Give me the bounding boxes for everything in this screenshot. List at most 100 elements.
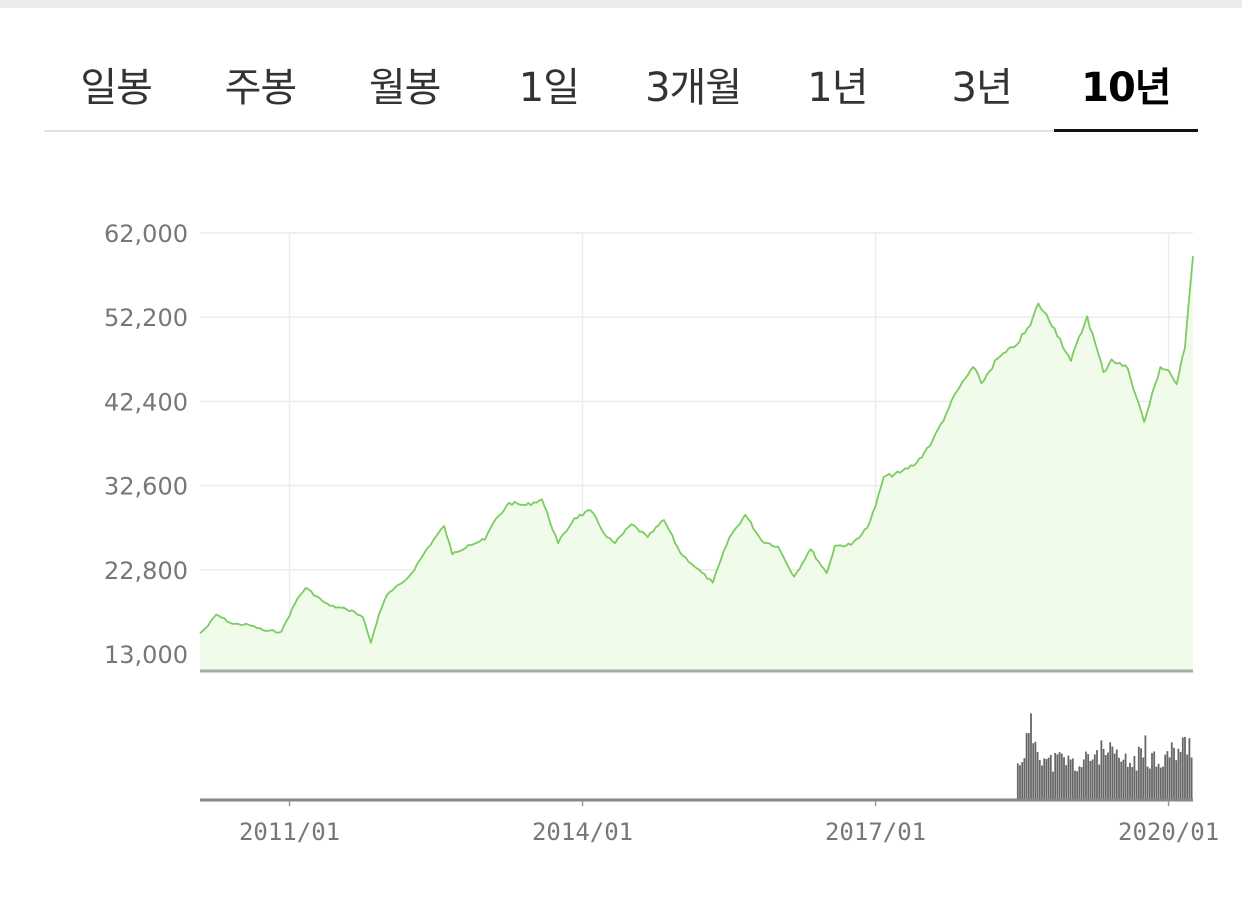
volume-bar — [1085, 751, 1087, 800]
volume-bar — [1155, 766, 1158, 800]
y-tick-label: 13,000 — [104, 641, 188, 669]
y-tick-label: 62,000 — [104, 220, 188, 248]
volume-bar — [1052, 771, 1054, 800]
volume-bar — [1151, 753, 1153, 800]
volume-bar — [1036, 752, 1039, 800]
volume-bar — [1016, 763, 1019, 800]
volume-bar — [1162, 766, 1164, 800]
volume-bar — [1043, 758, 1046, 800]
x-tick-label: 2014/01 — [532, 818, 633, 846]
volume-bars-layer — [1016, 713, 1193, 800]
volume-bar — [1076, 771, 1079, 800]
volume-bar — [1091, 759, 1094, 800]
volume-bar — [1166, 751, 1169, 800]
volume-bar — [1135, 770, 1138, 800]
volume-bar — [1069, 759, 1072, 800]
stock-price-chart: 62,000 52,200 42,400 32,600 22,800 13,000 201… — [104, 220, 1219, 846]
price-line — [199, 256, 1194, 644]
volume-bar — [1188, 738, 1191, 800]
volume-bar — [1087, 754, 1090, 800]
tab-1-year[interactable]: 1년 — [807, 65, 868, 111]
volume-bar — [1186, 754, 1189, 800]
price-area-fill — [200, 256, 1193, 670]
volume-bar — [1021, 762, 1024, 800]
volume-bar — [1153, 751, 1156, 800]
volume-bar — [1089, 760, 1092, 800]
volume-bar — [1111, 746, 1114, 800]
volume-bar — [1190, 757, 1193, 800]
volume-bar — [1058, 752, 1061, 800]
volume-bar — [1107, 752, 1109, 800]
x-tick-label: 2017/01 — [825, 818, 926, 846]
volume-bar — [1065, 765, 1068, 800]
x-axis-labels: 2011/01 2014/01 2017/01 2020/01 — [239, 818, 1219, 846]
x-tick-label: 2011/01 — [239, 818, 340, 846]
volume-bar — [1102, 748, 1105, 800]
volume-bar — [1080, 767, 1083, 800]
volume-bar — [1159, 767, 1162, 800]
volume-bar — [1023, 758, 1026, 800]
volume-bar — [1179, 752, 1182, 800]
tab-3-months[interactable]: 3개월 — [645, 65, 742, 111]
volume-bar — [1173, 747, 1175, 800]
period-tab-bar: 일봉 주봉 월봉 1일 3개월 1년 3년 10년 — [44, 50, 1199, 132]
volume-bar — [1113, 753, 1116, 800]
tab-1-day[interactable]: 1일 — [518, 65, 580, 111]
y-axis-labels: 62,000 52,200 42,400 32,600 22,800 13,000 — [104, 220, 188, 669]
volume-bar — [1038, 760, 1041, 800]
volume-bar — [1060, 753, 1063, 800]
volume-bar — [1045, 759, 1048, 800]
volume-bar — [1146, 766, 1149, 800]
volume-bar — [1164, 754, 1167, 800]
y-tick-label: 52,200 — [104, 304, 188, 332]
volume-bar — [1067, 755, 1070, 800]
volume-bar — [1124, 753, 1127, 800]
tab-10-years[interactable]: 10년 — [1053, 50, 1199, 132]
volume-bar — [1118, 757, 1120, 800]
volume-bar — [1170, 742, 1173, 800]
volume-bar — [1054, 753, 1057, 800]
volume-bar — [1093, 754, 1096, 800]
volume-bar — [1144, 735, 1147, 800]
volume-bar — [1100, 740, 1103, 800]
tab-daily[interactable]: 일봉 — [80, 65, 153, 111]
volume-bar — [1096, 750, 1098, 800]
volume-bar — [1027, 733, 1030, 800]
chart-axes — [200, 669, 1193, 806]
y-tick-label: 22,800 — [104, 557, 188, 585]
volume-bar — [1032, 743, 1035, 800]
volume-bar — [1137, 746, 1140, 800]
tab-weekly[interactable]: 주봉 — [224, 65, 298, 111]
volume-bar — [1078, 766, 1081, 800]
volume-bar — [1098, 764, 1101, 800]
volume-bar — [1049, 754, 1052, 800]
volume-bar — [1120, 761, 1123, 800]
volume-bar — [1126, 766, 1129, 800]
volume-bar — [1140, 748, 1142, 800]
x-tick-label: 2020/01 — [1118, 818, 1219, 846]
price-area-layer — [199, 256, 1194, 670]
volume-bar — [1148, 768, 1151, 800]
volume-bar — [1019, 765, 1021, 800]
volume-bar — [1074, 770, 1076, 800]
volume-bar — [1133, 756, 1136, 800]
volume-bar — [1109, 742, 1112, 800]
volume-bar — [1034, 741, 1037, 800]
top-divider-strip — [0, 0, 1242, 8]
volume-bar — [1082, 759, 1085, 800]
y-tick-label: 42,400 — [104, 388, 188, 416]
volume-bar — [1142, 757, 1145, 800]
volume-bar — [1184, 736, 1186, 800]
volume-bar — [1030, 713, 1032, 800]
volume-bar — [1047, 757, 1050, 800]
volume-bar — [1041, 765, 1043, 800]
volume-bar — [1025, 733, 1028, 800]
volume-bar — [1177, 748, 1180, 800]
volume-bar — [1175, 760, 1178, 800]
volume-bar — [1056, 754, 1059, 800]
tab-3-years[interactable]: 3년 — [951, 65, 1013, 111]
volume-bar — [1122, 759, 1125, 800]
tab-monthly[interactable]: 월봉 — [368, 65, 442, 111]
volume-bar — [1157, 763, 1160, 800]
volume-bar — [1168, 757, 1171, 800]
